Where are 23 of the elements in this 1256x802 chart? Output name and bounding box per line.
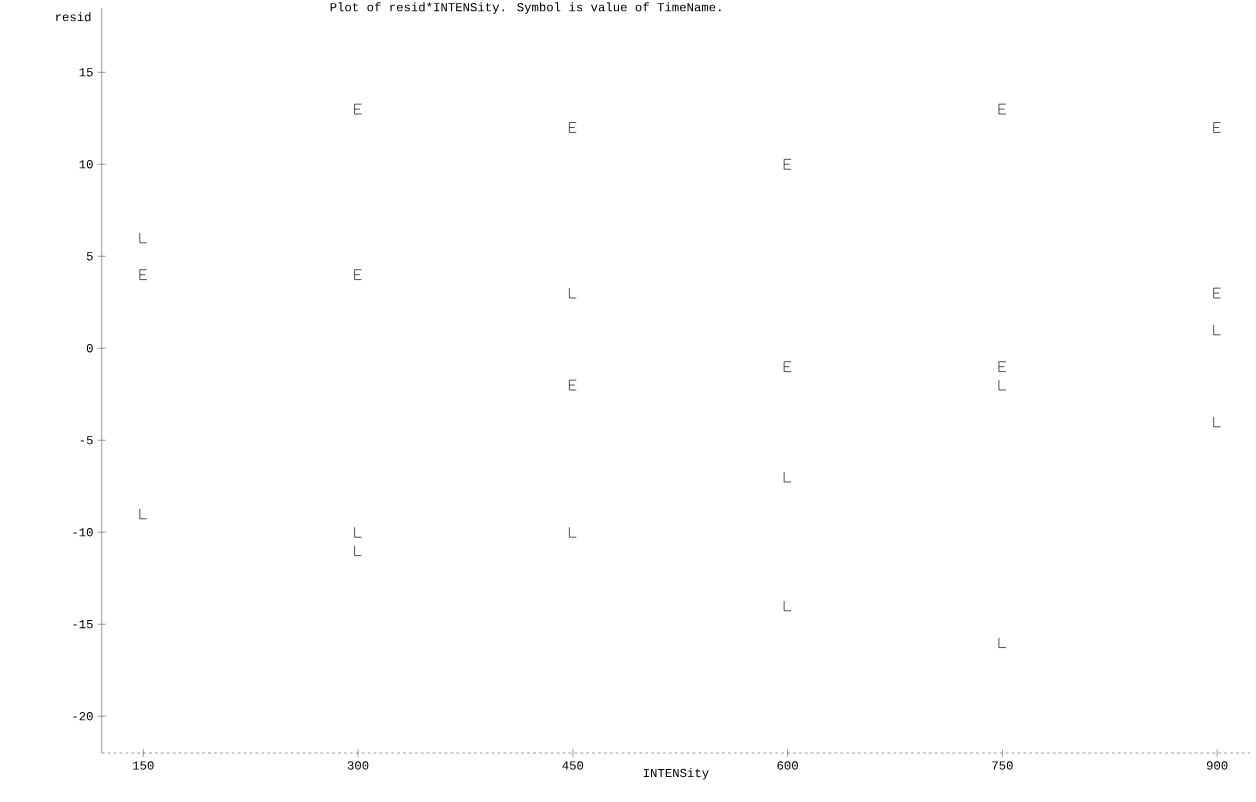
x-tick-label: 450 — [562, 761, 584, 770]
x-tick-label: 600 — [777, 761, 798, 770]
point — [998, 361, 1007, 372]
y-tick-label: -5 — [80, 435, 93, 445]
x-tick-label: 900 — [1206, 761, 1228, 770]
y-tick-label: 5 — [86, 251, 93, 261]
chart-title: Plot of resid*INTENSity. Symbol is value of TimeName. — [330, 2, 721, 14]
point — [783, 158, 792, 170]
x-axis-title: INTENSity — [643, 767, 709, 780]
y-tick-label: -20 — [73, 711, 93, 721]
point — [139, 269, 148, 280]
y-tick-label: -10 — [73, 527, 93, 537]
point — [783, 361, 792, 372]
x-tick-label: 300 — [347, 761, 369, 770]
y-tick-label: -15 — [73, 619, 93, 629]
x-tick-label: 750 — [992, 761, 1013, 770]
y-tick-label: 10 — [79, 159, 93, 169]
point — [998, 103, 1007, 115]
x-tick-label: 150 — [133, 761, 154, 770]
y-tick-label: 0 — [86, 343, 93, 353]
y-tick-label: 15 — [79, 67, 93, 77]
y-axis-title: resid — [56, 11, 91, 22]
point — [354, 269, 362, 280]
